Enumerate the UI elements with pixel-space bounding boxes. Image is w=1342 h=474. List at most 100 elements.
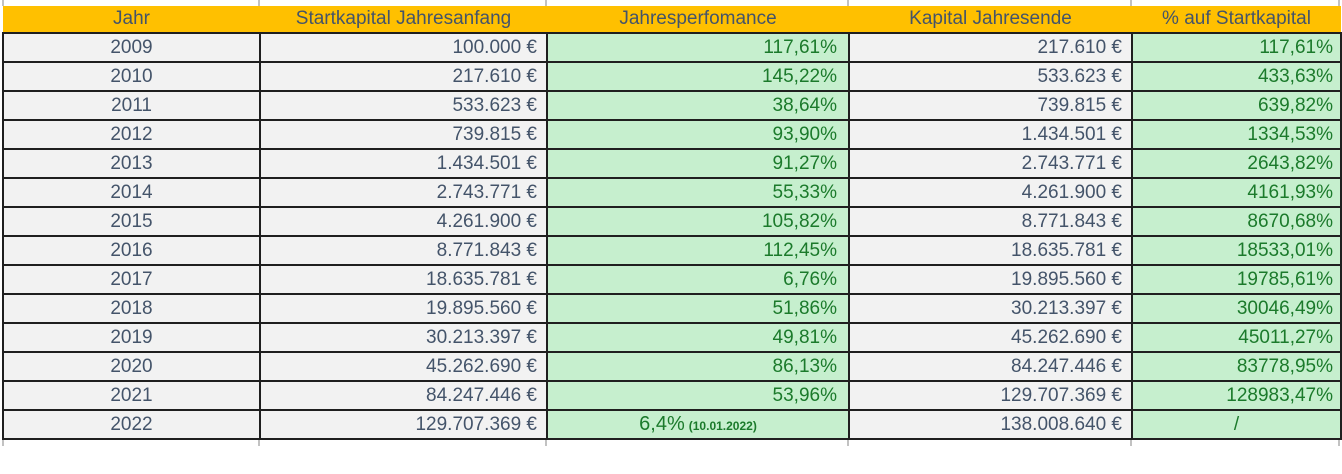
cell-kapital-jahresende[interactable]: 1.434.501 € [848, 119, 1133, 150]
cell-pct-startkapital[interactable]: 128983,47% [1131, 380, 1342, 411]
cell-jahr[interactable]: 2018 [2, 293, 261, 324]
gridline-tick [847, 0, 849, 6]
table-row: 2009 100.000 € 117,61% 217.610 € 117,61% [2, 32, 1342, 63]
cell-startkapital[interactable]: 533.623 € [259, 90, 548, 121]
cell-pct-startkapital[interactable]: 8670,68% [1131, 206, 1342, 237]
cell-pct-startkapital[interactable]: 18533,01% [1131, 235, 1342, 266]
cell-kapital-jahresende[interactable]: 4.261.900 € [848, 177, 1133, 208]
cell-kapital-jahresende[interactable]: 533.623 € [848, 61, 1133, 92]
cell-kapital-jahresende[interactable]: 739.815 € [848, 90, 1133, 121]
cell-jahresperformance[interactable]: 112,45% [546, 235, 850, 266]
cell-pct-startkapital[interactable]: / [1131, 409, 1342, 440]
table-row: 2022 129.707.369 € 6,4% (10.01.2022) 138.… [2, 409, 1342, 440]
cell-kapital-jahresende[interactable]: 129.707.369 € [848, 380, 1133, 411]
cell-pct-startkapital[interactable]: 433,63% [1131, 61, 1342, 92]
cell-kapital-jahresende[interactable]: 45.262.690 € [848, 322, 1133, 353]
gridline-tick [2, 0, 4, 6]
cell-jahr[interactable]: 2014 [2, 177, 261, 208]
cell-pct-startkapital[interactable]: 4161,93% [1131, 177, 1342, 208]
cell-startkapital[interactable]: 8.771.843 € [259, 235, 548, 266]
cell-jahresperformance[interactable]: 53,96% [546, 380, 850, 411]
cell-jahr[interactable]: 2012 [2, 119, 261, 150]
cell-kapital-jahresende[interactable]: 18.635.781 € [848, 235, 1133, 266]
table-row: 2010 217.610 € 145,22% 533.623 € 433,63% [2, 61, 1342, 92]
cell-jahr[interactable]: 2021 [2, 380, 261, 411]
table-row: 2016 8.771.843 € 112,45% 18.635.781 € 18… [2, 235, 1342, 266]
table-row: 2011 533.623 € 38,64% 739.815 € 639,82% [2, 90, 1342, 121]
gridline-tick [1130, 0, 1132, 6]
cell-startkapital[interactable]: 4.261.900 € [259, 206, 548, 237]
cell-startkapital[interactable]: 45.262.690 € [259, 351, 548, 382]
cell-kapital-jahresende[interactable]: 19.895.560 € [848, 264, 1133, 295]
cell-kapital-jahresende[interactable]: 217.610 € [848, 32, 1133, 63]
cell-kapital-jahresende[interactable]: 84.247.446 € [848, 351, 1133, 382]
cell-jahr[interactable]: 2011 [2, 90, 261, 121]
cell-kapital-jahresende[interactable]: 2.743.771 € [848, 148, 1133, 179]
cell-startkapital[interactable]: 18.635.781 € [259, 264, 548, 295]
performance-value: 55,33% [772, 181, 837, 203]
gridline-tick [2, 440, 4, 446]
performance-date-note: (10.01.2022) [688, 419, 757, 433]
cell-kapital-jahresende[interactable]: 30.213.397 € [848, 293, 1133, 324]
cell-jahr[interactable]: 2017 [2, 264, 261, 295]
column-header-startkapital[interactable]: Startkapital Jahresanfang [260, 6, 547, 33]
cell-jahresperformance[interactable]: 117,61% [546, 32, 850, 63]
cell-pct-startkapital[interactable]: 2643,82% [1131, 148, 1342, 179]
cell-startkapital[interactable]: 84.247.446 € [259, 380, 548, 411]
column-header-jahresperformance[interactable]: Jahresperfomance [547, 6, 849, 33]
cell-jahresperformance[interactable]: 38,64% [546, 90, 850, 121]
cell-pct-startkapital[interactable]: 1334,53% [1131, 119, 1342, 150]
cell-startkapital[interactable]: 217.610 € [259, 61, 548, 92]
table-row: 2014 2.743.771 € 55,33% 4.261.900 € 4161… [2, 177, 1342, 208]
cell-jahr[interactable]: 2020 [2, 351, 261, 382]
column-header-pct-startkapital[interactable]: % auf Startkapital [1132, 6, 1341, 33]
cell-jahresperformance[interactable]: 93,90% [546, 119, 850, 150]
cell-jahresperformance[interactable]: 145,22% [546, 61, 850, 92]
cell-jahr[interactable]: 2015 [2, 206, 261, 237]
cell-startkapital[interactable]: 19.895.560 € [259, 293, 548, 324]
cell-startkapital[interactable]: 739.815 € [259, 119, 548, 150]
cell-jahr[interactable]: 2010 [2, 61, 261, 92]
cell-pct-startkapital[interactable]: 83778,95% [1131, 351, 1342, 382]
cell-jahr[interactable]: 2009 [2, 32, 261, 63]
header-row: Jahr Startkapital Jahresanfang Jahresper… [3, 6, 1341, 33]
cell-jahresperformance[interactable]: 49,81% [546, 322, 850, 353]
cell-jahresperformance[interactable]: 51,86% [546, 293, 850, 324]
gridline-tick [545, 0, 547, 6]
cell-jahr[interactable]: 2019 [2, 322, 261, 353]
table-row: 2021 84.247.446 € 53,96% 129.707.369 € 1… [2, 380, 1342, 411]
column-header-kapital-jahresende[interactable]: Kapital Jahresende [849, 6, 1132, 33]
cell-kapital-jahresende[interactable]: 138.008.640 € [848, 409, 1133, 440]
capital-growth-table: Jahr Startkapital Jahresanfang Jahresper… [2, 6, 1342, 440]
cell-jahr[interactable]: 2013 [2, 148, 261, 179]
performance-value: 93,90% [772, 123, 837, 145]
bottom-margin-gridlines [2, 440, 1340, 446]
cell-jahresperformance[interactable]: 6,4% (10.01.2022) [546, 409, 850, 440]
cell-pct-startkapital[interactable]: 117,61% [1131, 32, 1342, 63]
cell-kapital-jahresende[interactable]: 8.771.843 € [848, 206, 1133, 237]
cell-jahr[interactable]: 2022 [2, 409, 261, 440]
cell-startkapital[interactable]: 2.743.771 € [259, 177, 548, 208]
column-header-jahr[interactable]: Jahr [3, 6, 260, 33]
cell-startkapital[interactable]: 1.434.501 € [259, 148, 548, 179]
cell-pct-startkapital[interactable]: 45011,27% [1131, 322, 1342, 353]
performance-value: 51,86% [772, 297, 837, 319]
cell-jahresperformance[interactable]: 6,76% [546, 264, 850, 295]
cell-pct-startkapital[interactable]: 19785,61% [1131, 264, 1342, 295]
cell-startkapital[interactable]: 100.000 € [259, 32, 548, 63]
cell-jahresperformance[interactable]: 91,27% [546, 148, 850, 179]
performance-value: 112,45% [763, 239, 837, 261]
cell-pct-startkapital[interactable]: 639,82% [1131, 90, 1342, 121]
cell-pct-startkapital[interactable]: 30046,49% [1131, 293, 1342, 324]
cell-jahresperformance[interactable]: 55,33% [546, 177, 850, 208]
table-row: 2019 30.213.397 € 49,81% 45.262.690 € 45… [2, 322, 1342, 353]
cell-jahresperformance[interactable]: 86,13% [546, 351, 850, 382]
spreadsheet-view: Jahr Startkapital Jahresanfang Jahresper… [2, 0, 1342, 446]
cell-jahr[interactable]: 2016 [2, 235, 261, 266]
gridline-tick [847, 440, 849, 446]
gridline-tick [1338, 440, 1340, 446]
cell-startkapital[interactable]: 129.707.369 € [259, 409, 548, 440]
table-body: 2009 100.000 € 117,61% 217.610 € 117,61%… [2, 32, 1342, 440]
cell-startkapital[interactable]: 30.213.397 € [259, 322, 548, 353]
cell-jahresperformance[interactable]: 105,82% [546, 206, 850, 237]
